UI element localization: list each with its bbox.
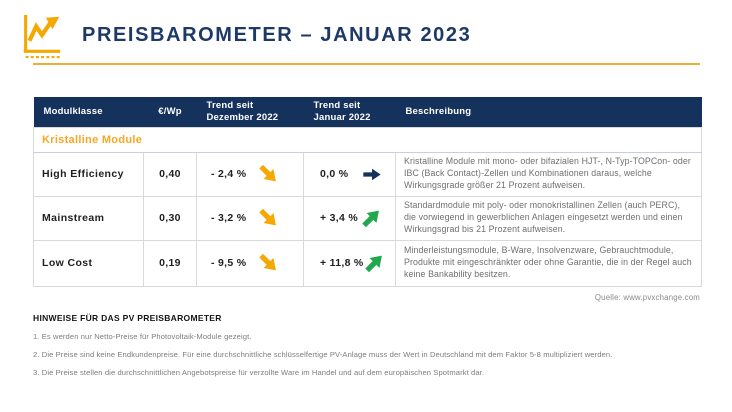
trend-jan-value: + 3,4 %: [320, 212, 358, 224]
notes-section: HINWEISE FÜR DAS PV PREISBAROMETER 1. Es…: [33, 313, 728, 377]
arrow-right-icon: [361, 166, 382, 182]
note-item-1: 1. Es werden nur Netto-Preise für Photov…: [33, 331, 252, 341]
module-class-name: Low Cost: [33, 239, 144, 287]
category-row: Kristalline Module: [33, 126, 702, 153]
category-label: Kristalline Module: [33, 126, 702, 153]
col-header-trend-dezember: Trend seit Dezember 2022: [196, 97, 304, 127]
col-header-modulklasse: Modulklasse: [33, 97, 144, 127]
arrow-down-right-icon: [258, 208, 279, 226]
module-description: Standardmodule mit poly- oder monokrista…: [395, 195, 702, 241]
source-note: Quelle: www.pvxchange.com: [594, 292, 700, 302]
module-class-name: Mainstream: [33, 195, 144, 241]
table-row-high-efficiency: High Efficiency 0,40 - 2,4 % 0,0 %: [33, 151, 702, 197]
trend-dec-value: - 2,4 %: [211, 168, 247, 180]
module-description: Minderleistungsmodule, B-Ware, Insolvenz…: [395, 239, 702, 287]
trend-jan-cell: 0,0 %: [303, 151, 396, 197]
arrow-down-right-icon: [258, 164, 279, 182]
table-header-row: Modulklasse €/Wp Trend seit Dezember 202…: [33, 97, 702, 127]
price-value: 0,19: [143, 239, 197, 287]
arrow-up-right-icon: [364, 255, 385, 273]
arrow-down-right-icon: [258, 253, 279, 271]
trend-jan-cell: + 3,4 %: [303, 195, 396, 241]
price-value: 0,30: [143, 195, 197, 241]
module-description: Kristalline Module mit mono- oder bifazi…: [395, 151, 702, 197]
arrow-up-right-icon: [361, 210, 382, 228]
page-title: PREISBAROMETER – JANUAR 2023: [82, 23, 472, 46]
note-item-3: 3. Die Preise stellen die durchschnittli…: [33, 367, 485, 377]
price-value: 0,40: [143, 151, 197, 197]
trend-dec-value: - 3,2 %: [211, 212, 247, 224]
price-table: Modulklasse €/Wp Trend seit Dezember 202…: [33, 97, 702, 287]
col-header-price: €/Wp: [143, 97, 197, 127]
trend-dec-cell: - 3,2 %: [196, 195, 304, 241]
trend-dec-cell: - 9,5 %: [196, 239, 304, 287]
col-header-beschreibung: Beschreibung: [395, 97, 702, 127]
line-chart-logo-icon: [17, 11, 65, 59]
trend-dec-cell: - 2,4 %: [196, 151, 304, 197]
trend-jan-value: 0,0 %: [320, 168, 349, 180]
table-row-mainstream: Mainstream 0,30 - 3,2 % + 3,4 %: [33, 195, 702, 241]
notes-heading: HINWEISE FÜR DAS PV PREISBAROMETER: [33, 312, 222, 323]
trend-jan-value: + 11,8 %: [320, 257, 364, 269]
masthead: PREISBAROMETER – JANUAR 2023: [0, 0, 732, 59]
title-divider: [33, 63, 700, 65]
col-header-trend-januar: Trend seit Januar 2022: [303, 97, 396, 127]
trend-jan-cell: + 11,8 %: [303, 239, 396, 287]
module-class-name: High Efficiency: [33, 151, 144, 197]
note-item-2: 2. Die Preise sind keine Endkundenpreise…: [33, 349, 613, 359]
trend-dec-value: - 9,5 %: [211, 257, 247, 269]
table-row-low-cost: Low Cost 0,19 - 9,5 % + 11,8 %: [33, 239, 702, 287]
